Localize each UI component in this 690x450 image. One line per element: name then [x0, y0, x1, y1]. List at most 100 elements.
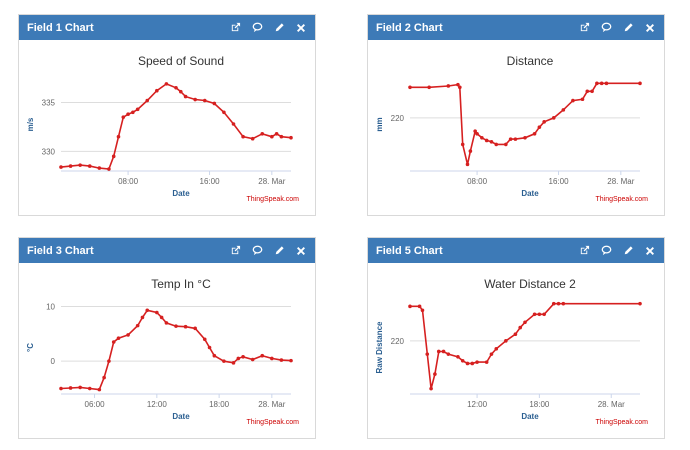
y-axis-title: Raw Distance: [375, 321, 384, 374]
series-line: [60, 309, 292, 391]
close-icon[interactable]: [644, 22, 656, 34]
data-point: [78, 163, 82, 167]
data-point: [551, 116, 556, 120]
data-point: [551, 301, 556, 306]
panel-header: Field 2 Chart: [368, 15, 664, 40]
data-point: [279, 358, 284, 362]
pencil-icon[interactable]: [622, 245, 634, 257]
data-point: [456, 82, 460, 87]
pencil-icon[interactable]: [273, 245, 285, 257]
y-axis-title: mm: [375, 117, 384, 131]
data-point: [116, 134, 121, 139]
data-point: [126, 112, 130, 117]
x-tick-label: 28. Mar: [598, 400, 625, 409]
data-point: [571, 98, 575, 103]
y-tick-label: 330: [42, 147, 56, 156]
comment-icon[interactable]: [251, 22, 263, 34]
data-point: [417, 304, 422, 309]
thingspeak-credit[interactable]: ThingSpeak.com: [246, 419, 299, 426]
comment-icon[interactable]: [600, 245, 612, 257]
data-point: [250, 357, 255, 362]
thingspeak-credit[interactable]: ThingSpeak.com: [595, 196, 648, 203]
panel-title: Field 5 Chart: [376, 244, 443, 257]
external-link-icon[interactable]: [578, 245, 590, 257]
data-point: [580, 97, 585, 102]
panel-header: Field 3 Chart: [19, 238, 315, 263]
external-link-icon[interactable]: [229, 22, 241, 34]
data-point: [494, 347, 499, 351]
panel-title: Field 2 Chart: [376, 21, 443, 34]
data-point: [178, 89, 183, 94]
comment-icon[interactable]: [600, 22, 612, 34]
chart-f5: Water Distance 2 220 12:00 18:00 28. Mar Date…: [375, 277, 648, 426]
x-axis-title: Date: [172, 412, 190, 421]
data-point: [460, 142, 465, 147]
data-point: [504, 142, 508, 147]
data-point: [97, 166, 102, 170]
data-point: [458, 85, 462, 90]
pencil-icon[interactable]: [622, 22, 634, 34]
data-point: [489, 352, 494, 356]
data-point: [473, 129, 477, 133]
data-point: [222, 359, 226, 363]
series-line: [60, 82, 292, 170]
data-point: [231, 122, 236, 126]
data-point: [59, 165, 63, 169]
y-tick-label: 0: [51, 357, 56, 366]
data-point: [561, 108, 566, 112]
data-point: [465, 162, 470, 167]
data-point: [270, 356, 274, 361]
close-icon[interactable]: [644, 245, 656, 257]
panel-actions: [229, 22, 307, 34]
data-point: [523, 320, 527, 325]
data-point: [193, 97, 197, 102]
x-tick-label: 12:00: [147, 400, 168, 409]
data-point: [537, 125, 542, 129]
data-point: [140, 315, 145, 320]
data-point: [508, 137, 513, 141]
data-point: [183, 324, 188, 329]
thingspeak-credit[interactable]: ThingSpeak.com: [595, 419, 648, 426]
data-point: [542, 312, 546, 317]
data-point: [460, 358, 465, 363]
data-point: [436, 349, 441, 354]
data-point: [116, 336, 121, 340]
data-point: [513, 137, 518, 141]
data-point: [135, 107, 140, 112]
data-point: [638, 301, 642, 306]
panel-actions: [578, 22, 656, 34]
data-point: [222, 110, 226, 115]
data-point: [241, 134, 245, 139]
close-icon[interactable]: [295, 22, 307, 34]
comment-icon[interactable]: [251, 245, 263, 257]
data-point: [470, 361, 475, 366]
chart-title: Temp In °C: [151, 277, 211, 291]
data-point: [532, 132, 537, 136]
data-point: [289, 135, 293, 140]
data-point: [446, 352, 451, 356]
data-point: [155, 88, 159, 93]
chart-f3: Temp In °C 0 10 06:00 12:00 18:00 28. Mar Date °…: [26, 277, 299, 426]
data-point: [131, 110, 135, 115]
data-point: [207, 345, 212, 350]
data-point: [561, 301, 566, 306]
data-point: [87, 164, 92, 168]
thingspeak-credit[interactable]: ThingSpeak.com: [246, 196, 299, 203]
data-point: [174, 324, 178, 328]
data-point: [595, 81, 599, 86]
external-link-icon[interactable]: [578, 22, 590, 34]
data-point: [68, 386, 73, 390]
pencil-icon[interactable]: [273, 22, 285, 34]
external-link-icon[interactable]: [229, 245, 241, 257]
close-icon[interactable]: [295, 245, 307, 257]
data-point: [513, 332, 518, 337]
data-point: [202, 98, 207, 103]
data-point: [475, 132, 479, 136]
data-point: [59, 386, 63, 391]
data-point: [270, 134, 274, 139]
chart-title: Distance: [507, 54, 554, 68]
x-tick-label: 28. Mar: [258, 400, 285, 409]
data-point: [484, 138, 489, 143]
y-tick-label: 220: [391, 114, 405, 123]
x-tick-label: 18:00: [529, 400, 550, 409]
